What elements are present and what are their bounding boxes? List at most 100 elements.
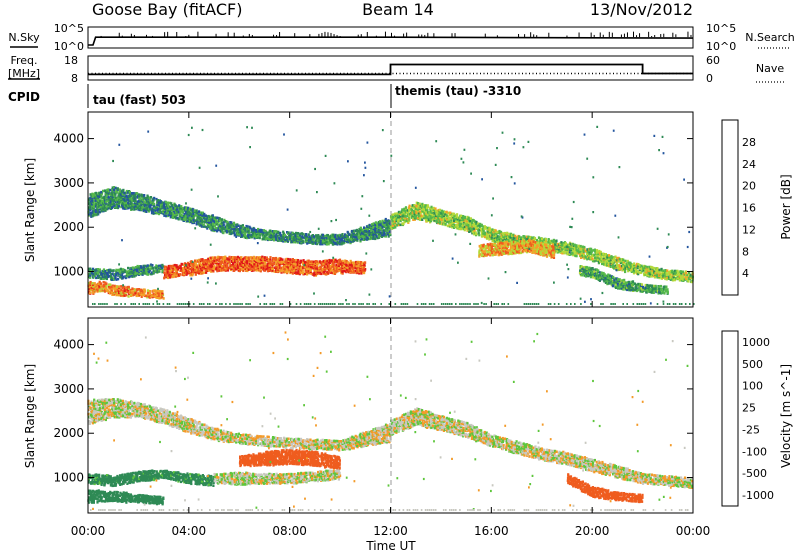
range-gate-cell: [449, 211, 452, 215]
range-gate-cell: [525, 247, 529, 250]
range-gate-cell: [396, 224, 399, 227]
range-gate-cell: [184, 209, 187, 213]
range-gate-cell: [402, 216, 405, 220]
range-gate-cell: [226, 260, 229, 263]
range-gate-cell: [207, 223, 210, 227]
range-gate-cell: [612, 261, 615, 265]
range-gate-cell: [93, 282, 96, 285]
range-gate-cell: [473, 229, 476, 233]
range-gate-cell: [255, 260, 258, 264]
range-gate-cell: [186, 261, 189, 265]
range-gate-cell: [242, 263, 245, 267]
range-gate-cell: [491, 243, 494, 246]
range-gate-cell: [117, 192, 120, 196]
range-gate-cell: [134, 288, 137, 292]
range-gate-cell: [103, 189, 107, 192]
range-gate-cell: [168, 273, 171, 276]
range-gate-cell: [291, 259, 294, 262]
range-gate-cell: [152, 210, 155, 213]
range-gate-cell: [653, 270, 656, 273]
range-gate-cell: [110, 196, 113, 200]
range-gate-cell: [122, 270, 125, 274]
range-gate-cell: [169, 215, 172, 219]
range-gate-cell: [662, 269, 665, 272]
range-gate-cell: [309, 272, 312, 275]
range-gate-cell: [118, 190, 122, 193]
range-gate-cell: [316, 238, 319, 242]
range-gate-cell: [482, 227, 485, 231]
range-gate-cell: [133, 272, 136, 276]
range-gate-cell: [187, 268, 190, 272]
range-gate-cell: [224, 262, 227, 266]
range-gate-cell: [570, 242, 573, 246]
range-gate-cell: [346, 235, 349, 238]
range-gate-cell: [155, 293, 158, 296]
range-gate-cell: [285, 257, 288, 261]
range-gate-cell: [520, 236, 523, 239]
range-gate-cell: [170, 202, 173, 205]
range-gate-cell: [583, 245, 586, 249]
range-gate-cell: [267, 258, 270, 262]
range-gate-cell: [91, 202, 94, 206]
range-gate-cell: [602, 252, 605, 256]
range-gate-cell: [237, 257, 240, 260]
range-gate-cell: [228, 266, 231, 269]
range-gate-cell: [333, 258, 336, 262]
range-gate-cell: [244, 236, 247, 239]
range-gate-cell: [173, 266, 176, 270]
range-gate-cell: [211, 259, 214, 263]
range-gate-cell: [383, 219, 387, 222]
range-gate-cell: [107, 188, 110, 191]
range-gate-cell: [525, 235, 529, 239]
range-gate-cell: [213, 228, 216, 232]
range-gate-cell: [200, 272, 203, 275]
range-gate-cell: [673, 269, 677, 273]
range-gate-cell: [480, 230, 483, 233]
range-gate-cell: [501, 238, 504, 241]
range-gate-cell: [348, 233, 351, 236]
range-gate-cell: [163, 275, 166, 279]
range-gate-cell: [205, 271, 208, 274]
range-gate-cell: [151, 264, 154, 267]
range-gate-cell: [276, 235, 279, 238]
range-gate-cell: [483, 231, 486, 235]
range-gate-cell: [316, 261, 319, 265]
range-gate-cell: [424, 204, 427, 207]
range-gate-cell: [87, 269, 90, 273]
range-gate-cell: [615, 262, 618, 265]
range-gate-cell: [494, 240, 497, 243]
range-gate-cell: [98, 206, 101, 209]
range-gate-cell: [656, 276, 659, 279]
range-gate-cell: [224, 229, 227, 233]
range-gate-cell: [119, 267, 123, 271]
range-gate-cell: [474, 220, 477, 223]
range-gate-cell: [429, 209, 432, 212]
range-gate-cell: [593, 253, 596, 257]
range-gate-cell: [246, 266, 249, 269]
range-gate-cell: [353, 264, 356, 267]
range-gate-cell: [217, 255, 220, 259]
range-gate-cell: [477, 232, 480, 235]
range-gate-cell: [228, 258, 231, 261]
range-gate-cell: [375, 222, 379, 225]
range-gate-cell: [222, 231, 225, 235]
range-gate-cell: [102, 281, 105, 284]
range-gate-cell: [429, 219, 432, 222]
range-gate-cell: [162, 265, 165, 268]
range-gate-cell: [525, 237, 528, 240]
range-gate-cell: [508, 232, 511, 236]
range-gate-cell: [482, 225, 485, 228]
range-gate-cell: [453, 223, 456, 227]
range-gate-cell: [196, 218, 199, 221]
range-gate-cell: [102, 268, 106, 271]
range-gate-cell: [269, 261, 272, 264]
range-gate-cell: [248, 259, 251, 263]
range-gate-cell: [573, 243, 576, 247]
range-gate-cell: [259, 230, 262, 233]
range-gate-cell: [103, 286, 107, 290]
range-gate-cell: [211, 256, 214, 259]
range-gate-cell: [485, 237, 489, 240]
range-gate-cell: [354, 238, 357, 241]
range-gate-cell: [172, 266, 175, 270]
range-gate-cell: [123, 292, 126, 296]
